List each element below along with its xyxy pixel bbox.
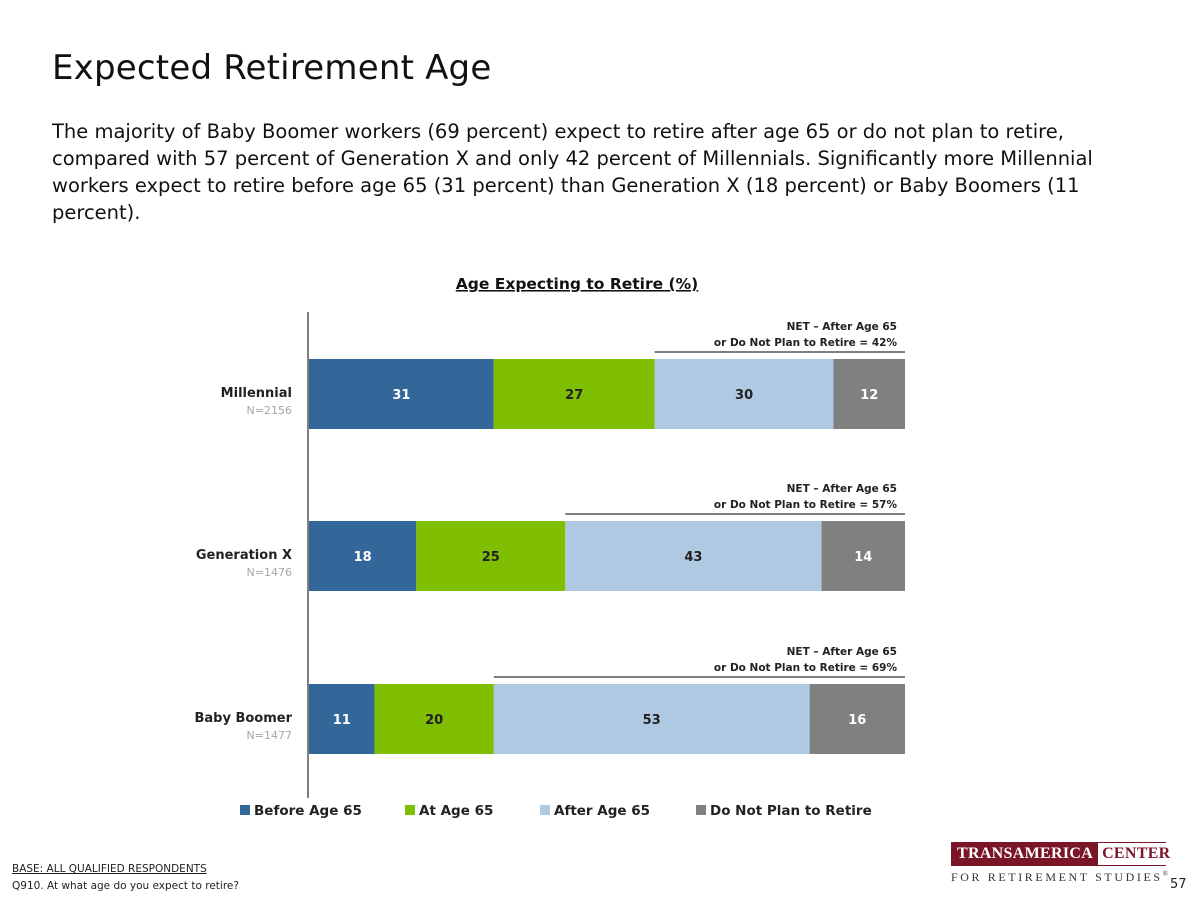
sample-size-millennial: N=2156: [247, 404, 292, 417]
data-label-baby-boomer-before-age-65: 11: [333, 713, 351, 728]
legend-label-at-age-65: At Age 65: [419, 803, 493, 819]
bar-generation-x-do-not-plan-to-retire: [821, 521, 905, 591]
question-note: Q910. At what age do you expect to retir…: [12, 880, 239, 892]
data-label-generation-x-before-age-65: 18: [354, 550, 372, 565]
net-label-line2-baby-boomer: or Do Not Plan to Retire = 69%: [714, 662, 898, 674]
net-label-line2-generation-x: or Do Not Plan to Retire = 57%: [714, 499, 898, 511]
data-label-millennial-before-age-65: 31: [392, 388, 410, 403]
stacked-bar-chart: Age Expecting to Retire (%) Millennial N=…: [194, 275, 905, 819]
logo-subtitle-text: FOR RETIREMENT STUDIES: [951, 870, 1163, 884]
data-label-baby-boomer-do-not-plan-to-retire: 16: [848, 713, 866, 728]
legend-swatch-before-age-65: [240, 805, 250, 815]
legend-swatch-at-age-65: [405, 805, 415, 815]
net-label-line2-millennial: or Do Not Plan to Retire = 42%: [714, 337, 898, 349]
bar-baby-boomer-after-age-65: [493, 684, 810, 754]
legend-label-after-age-65: After Age 65: [554, 803, 650, 819]
base-note: BASE: ALL QUALIFIED RESPONDENTS: [12, 863, 207, 875]
bar-generation-x-before-age-65: [309, 521, 417, 591]
bar-millennial-do-not-plan-to-retire: [833, 359, 905, 429]
category-label-millennial: Millennial: [221, 386, 292, 401]
logo-transamerica: TRANSAMERICA: [952, 843, 1099, 865]
chart-title: Age Expecting to Retire (%): [456, 275, 699, 293]
bar-millennial-before-age-65: [309, 359, 494, 429]
category-label-generation-x: Generation X: [196, 548, 292, 563]
logo-top-band: TRANSAMERICA CENTER: [951, 842, 1175, 866]
logo-registered-mark: ®: [1162, 870, 1168, 878]
bar-millennial-after-age-65: [654, 359, 834, 429]
page-number: 57: [1170, 877, 1187, 892]
net-label-line1-baby-boomer: NET – After Age 65: [787, 646, 897, 658]
bars-layer: Millennial N=2156 31 27 30 12 NET – After Age …: [194, 321, 905, 754]
logo-center: CENTER: [1098, 843, 1175, 865]
data-label-baby-boomer-at-age-65: 20: [425, 713, 443, 728]
bar-baby-boomer-before-age-65: [309, 684, 375, 754]
data-label-millennial-after-age-65: 30: [735, 388, 753, 403]
sample-size-baby-boomer: N=1477: [247, 729, 292, 742]
legend: Before Age 65 At Age 65 After Age 65 Do Not…: [240, 803, 872, 819]
bar-generation-x-at-age-65: [416, 521, 566, 591]
bar-generation-x-after-age-65: [565, 521, 822, 591]
transamerica-logo: TRANSAMERICA CENTER FOR RETIREMENT STUDI…: [951, 842, 1175, 885]
summary-text: The majority of Baby Boomer workers (69 …: [52, 120, 1093, 224]
data-label-millennial-do-not-plan-to-retire: 12: [860, 388, 878, 403]
data-label-millennial-at-age-65: 27: [565, 388, 583, 403]
bar-baby-boomer-do-not-plan-to-retire: [809, 684, 905, 754]
legend-label-do-not-plan-to-retire: Do Not Plan to Retire: [710, 803, 872, 819]
legend-swatch-do-not-plan-to-retire: [696, 805, 706, 815]
bar-millennial-at-age-65: [493, 359, 655, 429]
category-label-baby-boomer: Baby Boomer: [194, 711, 292, 726]
data-label-generation-x-do-not-plan-to-retire: 14: [854, 550, 872, 565]
data-label-baby-boomer-after-age-65: 53: [643, 713, 661, 728]
logo-subtitle: FOR RETIREMENT STUDIES®: [951, 870, 1168, 885]
data-label-generation-x-after-age-65: 43: [684, 550, 702, 565]
data-label-generation-x-at-age-65: 25: [482, 550, 500, 565]
net-label-line1-millennial: NET – After Age 65: [787, 321, 897, 333]
sample-size-generation-x: N=1476: [247, 566, 292, 579]
bar-baby-boomer-at-age-65: [374, 684, 494, 754]
legend-label-before-age-65: Before Age 65: [254, 803, 362, 819]
net-label-line1-generation-x: NET – After Age 65: [787, 483, 897, 495]
page-title: Expected Retirement Age: [52, 48, 492, 88]
legend-swatch-after-age-65: [540, 805, 550, 815]
